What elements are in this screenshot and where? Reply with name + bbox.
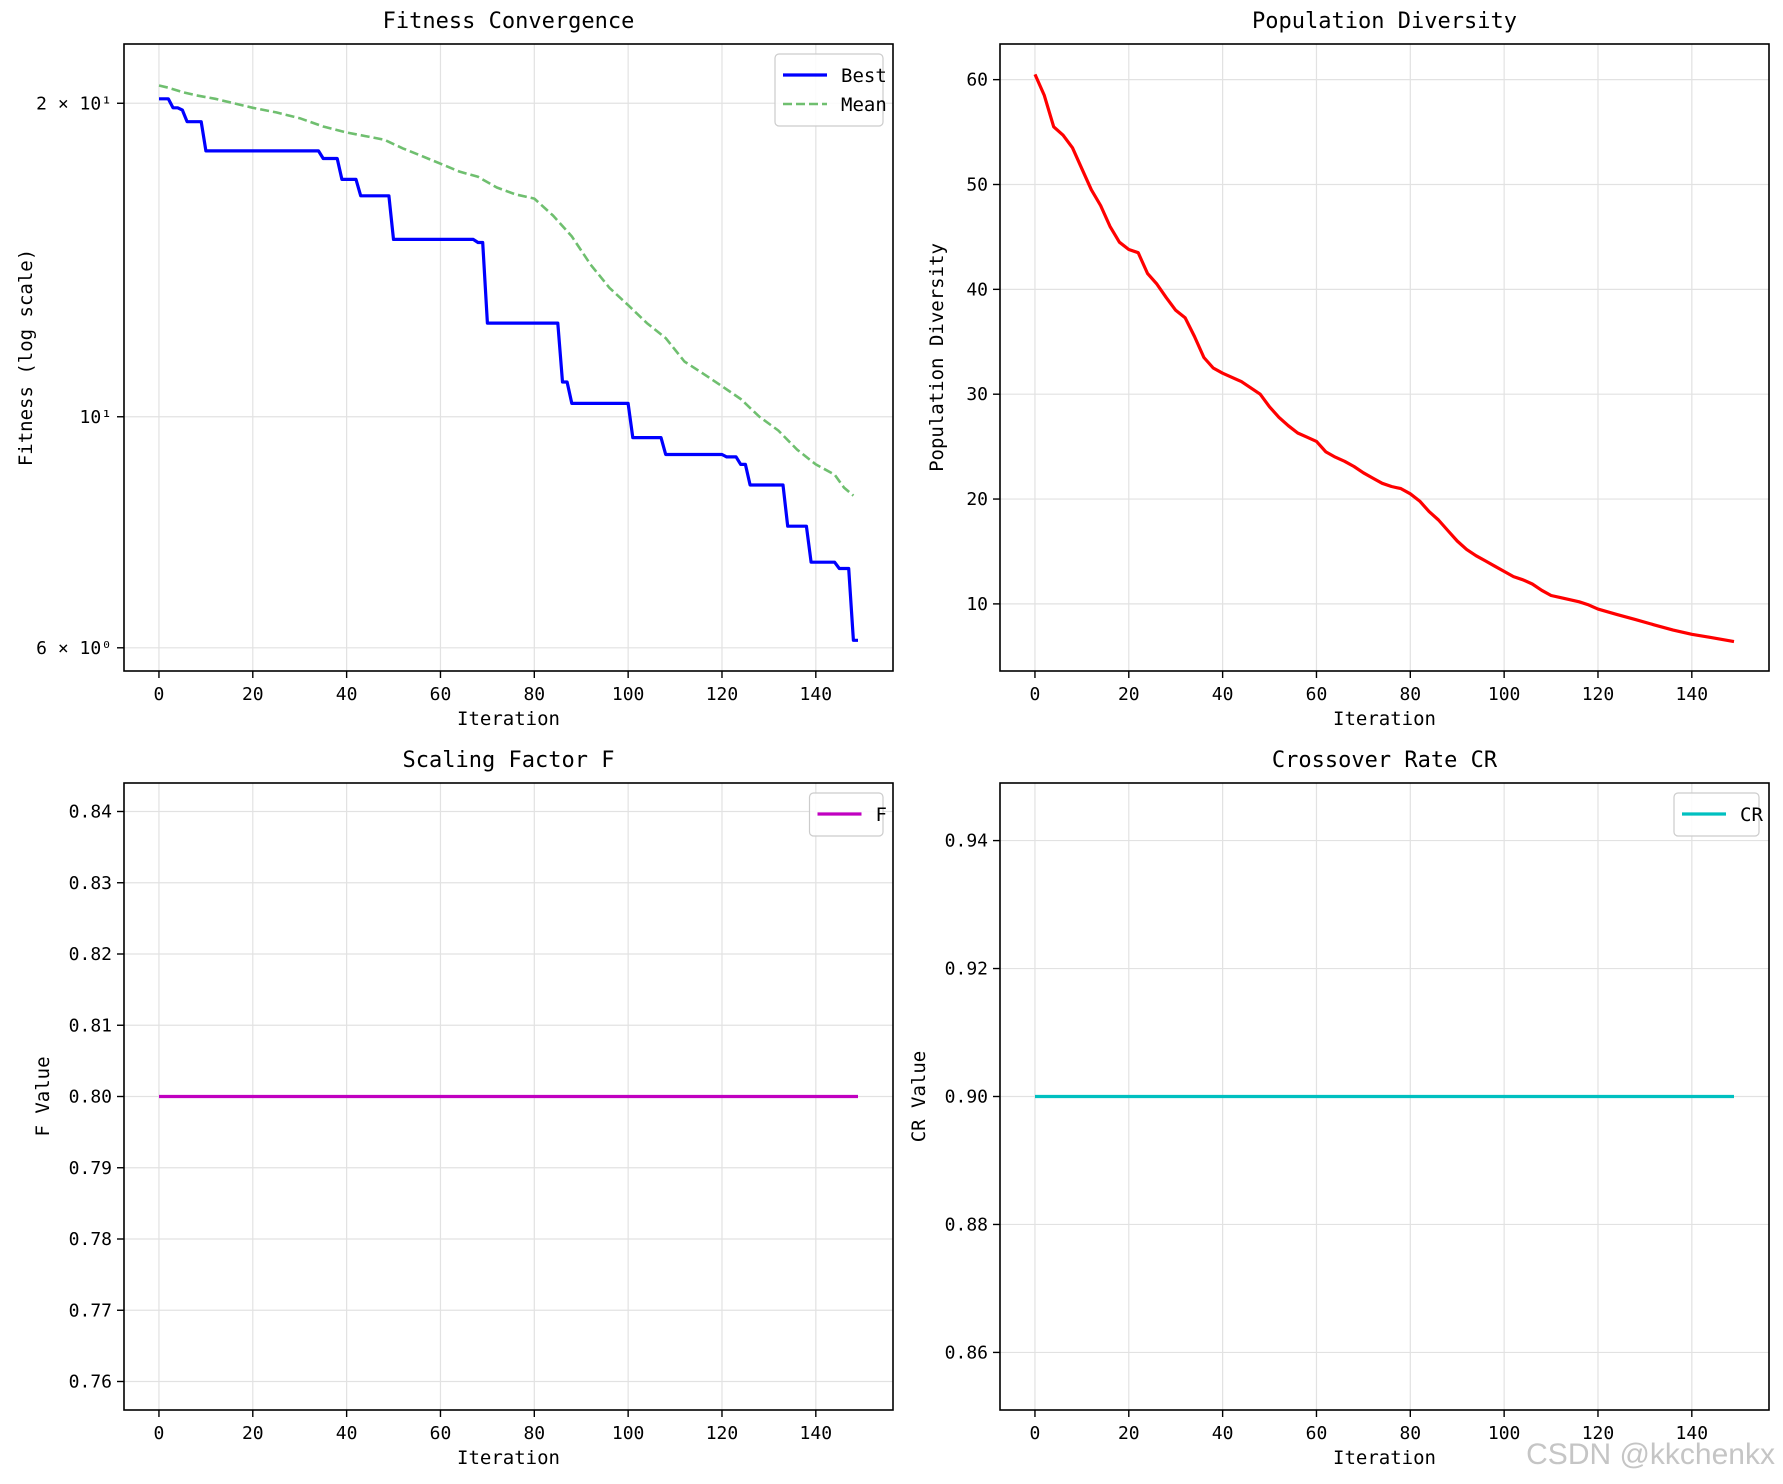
legend-label-best: Best bbox=[841, 65, 887, 87]
y-tick-label: 30 bbox=[966, 384, 988, 405]
fitness-axes-frame bbox=[123, 43, 894, 672]
y-tick-label: 2 × 10¹ bbox=[36, 93, 112, 114]
legend-label-cr: CR bbox=[1740, 804, 1763, 826]
x-tick-label: 60 bbox=[430, 1423, 452, 1444]
fitness-panel: 0 20 40 60 80 100 120 140 2 × 10¹ 10¹ 6 × 10⁰ Fitne… bbox=[15, 9, 894, 730]
x-tick-label: 100 bbox=[612, 1423, 645, 1444]
y-tick-label: 0.81 bbox=[69, 1015, 112, 1036]
y-tick-label: 0.88 bbox=[945, 1214, 988, 1235]
x-tick-label: 60 bbox=[430, 684, 452, 705]
x-tick-label: 0 bbox=[1030, 1423, 1041, 1444]
x-tick-label: 40 bbox=[1212, 684, 1234, 705]
watermark: CSDN @kkchenkx bbox=[1526, 1438, 1775, 1471]
fitness-xlabel: Iteration bbox=[457, 708, 560, 730]
crossover-panel: 0 20 40 60 80 100 120 140 0.86 0.88 0.90 0.92 0.94 Cr… bbox=[908, 748, 1770, 1469]
x-tick-label: 140 bbox=[800, 1423, 833, 1444]
diversity-title: Population Diversity bbox=[1252, 9, 1517, 34]
x-tick-label: 80 bbox=[523, 684, 545, 705]
y-tick-label: 0.79 bbox=[69, 1158, 112, 1179]
scaling-title: Scaling Factor F bbox=[403, 748, 615, 773]
x-tick-label: 120 bbox=[706, 1423, 739, 1444]
y-tick-label: 0.86 bbox=[945, 1342, 988, 1363]
x-tick-label: 20 bbox=[1118, 684, 1140, 705]
x-tick-label: 100 bbox=[612, 684, 645, 705]
scaling-ylabel: F Value bbox=[32, 1056, 54, 1136]
legend-label-f: F bbox=[876, 804, 887, 826]
crossover-ylabel: CR Value bbox=[908, 1051, 930, 1143]
diversity-series-diversity-line bbox=[1033, 73, 1735, 644]
fitness-series-mean-line bbox=[158, 84, 855, 497]
y-tick-label: 0.76 bbox=[69, 1372, 112, 1393]
y-tick-label: 20 bbox=[966, 489, 988, 510]
x-tick-label: 20 bbox=[1118, 1423, 1140, 1444]
x-tick-label: 20 bbox=[242, 1423, 264, 1444]
x-tick-label: 0 bbox=[154, 684, 165, 705]
y-tick-label: 60 bbox=[966, 70, 988, 91]
y-tick-label: 6 × 10⁰ bbox=[36, 638, 112, 659]
x-tick-label: 120 bbox=[1582, 1423, 1615, 1444]
diversity-axes-frame bbox=[999, 43, 1770, 672]
y-tick-label: 10 bbox=[966, 594, 988, 615]
fitness-ylabel: Fitness (log scale) bbox=[15, 249, 37, 466]
y-tick-label: 0.80 bbox=[69, 1087, 112, 1108]
scaling-xlabel: Iteration bbox=[457, 1447, 560, 1469]
scaling-legend: F bbox=[808, 792, 887, 837]
x-tick-label: 140 bbox=[800, 684, 833, 705]
diversity-xlabel: Iteration bbox=[1333, 708, 1436, 730]
y-tick-label: 0.82 bbox=[69, 944, 112, 965]
x-tick-label: 100 bbox=[1488, 1423, 1521, 1444]
x-tick-label: 40 bbox=[1212, 1423, 1234, 1444]
x-tick-label: 80 bbox=[1399, 684, 1421, 705]
scaling-panel: 0 20 40 60 80 100 120 140 0.76 0.77 0.78 0.79 0.80 0.… bbox=[32, 748, 894, 1469]
crossover-legend: CR bbox=[1673, 792, 1763, 837]
y-tick-label: 0.77 bbox=[69, 1300, 112, 1321]
y-tick-label: 40 bbox=[966, 279, 988, 300]
x-tick-label: 40 bbox=[336, 1423, 358, 1444]
y-tick-label: 0.92 bbox=[945, 959, 988, 980]
x-tick-label: 120 bbox=[1582, 684, 1615, 705]
x-tick-label: 80 bbox=[523, 1423, 545, 1444]
y-tick-label: 0.78 bbox=[69, 1229, 112, 1250]
diversity-ylabel: Population Diversity bbox=[926, 243, 948, 472]
x-tick-label: 40 bbox=[336, 684, 358, 705]
x-tick-label: 80 bbox=[1399, 1423, 1421, 1444]
legend-label-mean: Mean bbox=[841, 94, 887, 116]
x-tick-label: 140 bbox=[1676, 1423, 1709, 1444]
fitness-series-best-line bbox=[159, 97, 858, 642]
y-tick-label: 50 bbox=[966, 174, 988, 195]
x-tick-label: 0 bbox=[1030, 684, 1041, 705]
legend-box bbox=[774, 53, 884, 127]
x-tick-label: 100 bbox=[1488, 684, 1521, 705]
y-tick-label: 0.84 bbox=[69, 802, 112, 823]
x-tick-label: 60 bbox=[1306, 684, 1328, 705]
fitness-legend: Best Mean bbox=[774, 53, 887, 127]
y-tick-label: 10¹ bbox=[79, 407, 112, 428]
x-tick-label: 140 bbox=[1676, 684, 1709, 705]
x-tick-label: 20 bbox=[242, 684, 264, 705]
diversity-panel: 0 20 40 60 80 100 120 140 10 20 30 40 50 60 Population… bbox=[926, 9, 1770, 730]
y-tick-label: 0.83 bbox=[69, 873, 112, 894]
y-tick-label: 0.94 bbox=[945, 831, 988, 852]
crossover-title: Crossover Rate CR bbox=[1272, 748, 1498, 773]
x-tick-label: 0 bbox=[154, 1423, 165, 1444]
x-tick-label: 120 bbox=[706, 684, 739, 705]
x-tick-label: 60 bbox=[1306, 1423, 1328, 1444]
y-tick-label: 0.90 bbox=[945, 1087, 988, 1108]
crossover-xlabel: Iteration bbox=[1333, 1447, 1436, 1469]
fitness-title: Fitness Convergence bbox=[383, 9, 635, 34]
